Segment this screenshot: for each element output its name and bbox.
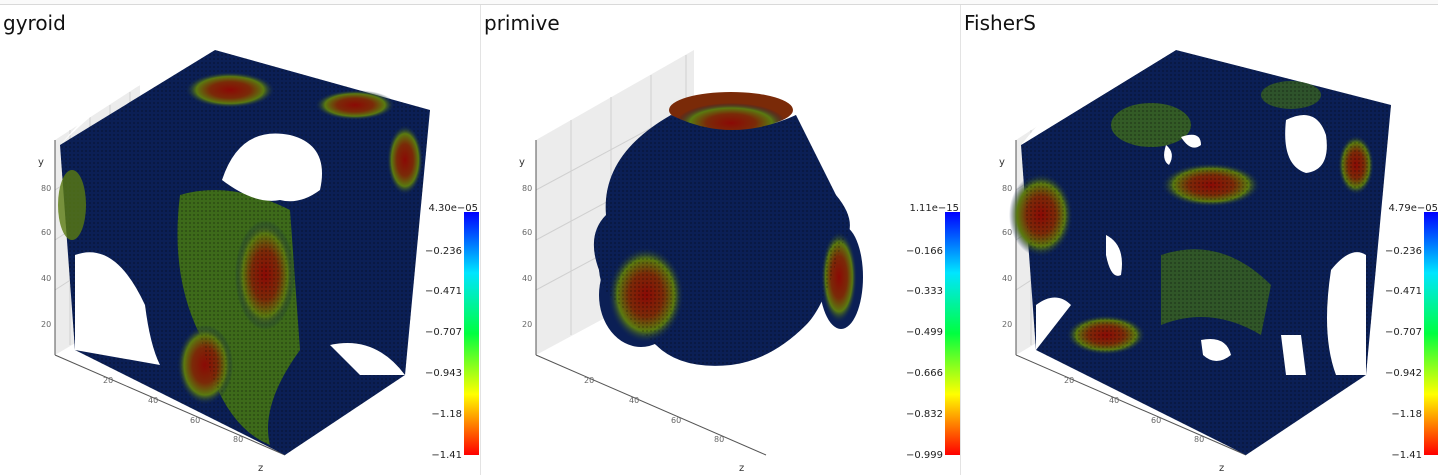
tick-label: 60 (671, 416, 681, 425)
panel-title: gyroid (3, 11, 66, 35)
surface-cutout (1327, 252, 1366, 375)
tick-label: 60 (522, 228, 532, 237)
tick-label: 80 (1194, 435, 1204, 444)
colorbar-label: −0.707 (1385, 327, 1422, 338)
colorbar-label: −0.236 (1385, 246, 1422, 257)
tick-label: 40 (629, 396, 639, 405)
x-axis-ticks: 20 40 60 80 z (584, 376, 744, 474)
tick-label: 20 (1002, 320, 1012, 329)
surface-cutout (330, 343, 405, 375)
surface-cutout (60, 50, 215, 145)
gyroid-3d-plot[interactable]: 20 40 60 80 y 20 40 60 80 z 4.30e−05 −0.… (0, 5, 479, 475)
surface-hole (222, 133, 322, 202)
panel-title: primive (484, 11, 560, 35)
colorbar-label: 4.30e−05 (428, 203, 478, 214)
plot-panel-fishers[interactable]: 20 40 60 80 y 20 40 60 80 z 4.79e−05 −0.… (960, 5, 1438, 475)
colorbar-label: −0.999 (906, 450, 943, 461)
axes (54, 140, 286, 456)
colorbar-label: 4.79e−05 (1388, 203, 1438, 214)
tick-label: 40 (148, 396, 158, 405)
y-axis-label: y (38, 157, 44, 168)
colorbar-labels: 4.79e−05 −0.236 −0.471 −0.707 −0.942 −1.… (1385, 203, 1438, 461)
x-axis-label: z (739, 463, 744, 474)
tick-label: 20 (522, 320, 532, 329)
colorbar-label: −1.18 (1391, 409, 1422, 420)
tick-label: 60 (1151, 416, 1161, 425)
colorbar-labels: 1.11e−15 −0.166 −0.333 −0.499 −0.666 −0.… (906, 203, 959, 461)
tick-label: 40 (41, 274, 51, 283)
y-axis-ticks: 20 40 60 80 y (519, 157, 532, 329)
hot-spot (315, 90, 395, 120)
x-axis-ticks: 20 40 60 80 z (103, 376, 263, 474)
colorbar-label: −0.707 (425, 327, 462, 338)
y-axis-ticks: 20 40 60 80 y (38, 157, 51, 329)
y-axis-ticks: 20 40 60 80 y (999, 157, 1012, 329)
colorbar-label: −0.333 (906, 286, 943, 297)
axes (1015, 140, 1247, 456)
colorbar (1424, 212, 1438, 455)
tick-label: 20 (1064, 376, 1074, 385)
hot-spot (387, 125, 423, 195)
hot-spot (185, 72, 275, 108)
surface-hole (1181, 134, 1201, 148)
surface-cutout (1036, 297, 1071, 350)
panel-title: FisherS (964, 11, 1036, 35)
tick-label: 60 (41, 228, 51, 237)
surface-cutout (75, 252, 160, 365)
colorbar-label: −1.41 (1391, 450, 1422, 461)
x-axis-label: z (258, 463, 263, 474)
window-top-border (0, 0, 1438, 5)
colorbar-label: −0.166 (906, 246, 943, 257)
surface-cutout (1281, 335, 1306, 375)
colorbar-label: 1.11e−15 (909, 203, 959, 214)
tick-label: 80 (41, 184, 51, 193)
axes (535, 140, 767, 456)
surface-texture (593, 115, 850, 366)
colorbar-label: −0.942 (1385, 368, 1422, 379)
plot-panel-primive[interactable]: 20 40 60 80 y 20 40 60 80 z 1.11e−15 −0.… (480, 5, 960, 475)
tick-label: 20 (584, 376, 594, 385)
colorbar-label: −1.41 (431, 450, 462, 461)
tick-label: 40 (1002, 274, 1012, 283)
colorbar-label: −0.832 (906, 409, 943, 420)
surface-hole (1285, 115, 1327, 173)
colorbar (945, 212, 960, 455)
tick-label: 80 (1002, 184, 1012, 193)
tick-label: 80 (522, 184, 532, 193)
surface-hole (1201, 339, 1231, 361)
tick-label: 40 (522, 274, 532, 283)
surface-hole (1106, 235, 1122, 276)
colorbar-label: −0.943 (425, 368, 462, 379)
tick-label: 20 (41, 320, 51, 329)
x-axis-label: z (1219, 463, 1224, 474)
primive-3d-plot[interactable]: 20 40 60 80 y 20 40 60 80 z 1.11e−15 −0.… (481, 5, 960, 475)
tick-label: 40 (1109, 396, 1119, 405)
x-axis-ticks: 20 40 60 80 z (1064, 376, 1224, 474)
colorbar-label: −0.471 (1385, 286, 1422, 297)
tick-label: 80 (233, 435, 243, 444)
colorbar-label: −0.236 (425, 246, 462, 257)
surface-texture (177, 190, 300, 445)
fishers-3d-plot[interactable]: 20 40 60 80 y 20 40 60 80 z 4.79e−05 −0.… (961, 5, 1438, 475)
tick-label: 20 (103, 376, 113, 385)
colorbar-label: −0.499 (906, 327, 943, 338)
surface-cutout (1021, 50, 1176, 145)
y-axis-label: y (519, 157, 525, 168)
tick-label: 80 (714, 435, 724, 444)
tick-label: 60 (1002, 228, 1012, 237)
surface-band (58, 170, 86, 240)
colorbar-label: −0.471 (425, 286, 462, 297)
colorbar-label: −1.18 (431, 409, 462, 420)
colorbar-label: −0.666 (906, 368, 943, 379)
colorbar-labels: 4.30e−05 −0.236 −0.471 −0.707 −0.943 −1.… (425, 203, 478, 461)
plot-panel-gyroid[interactable]: 20 40 60 80 y 20 40 60 80 z 4.30e−05 −0.… (0, 5, 479, 475)
y-axis-label: y (999, 157, 1005, 168)
colorbar (464, 212, 479, 455)
tick-label: 60 (190, 416, 200, 425)
surface-hole (1164, 145, 1172, 165)
